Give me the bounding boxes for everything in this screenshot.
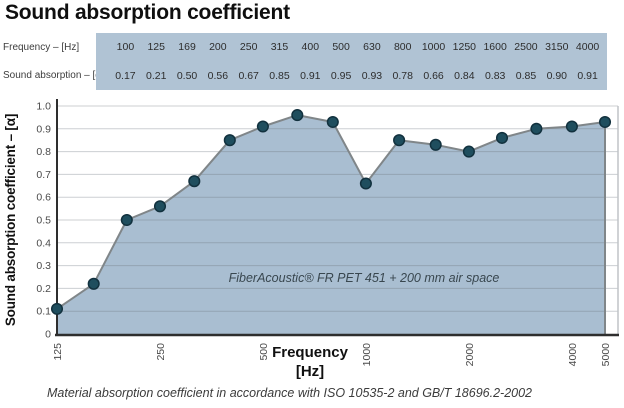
absorption-value-cell: 0.84: [454, 69, 475, 82]
frequency-value-cell: 500: [332, 41, 350, 53]
data-point: [50, 302, 64, 315]
absorption-value-cell: 0.95: [330, 69, 352, 82]
y-tick-label: 0.2: [36, 283, 51, 295]
frequency-value-cell: 1600: [483, 41, 507, 53]
data-point: [359, 177, 372, 190]
data-point: [462, 145, 475, 158]
frequency-value-cell: 4000: [575, 41, 600, 53]
frequency-value-cell: 250: [239, 41, 258, 53]
frequency-value-cell: 315: [270, 41, 289, 53]
frequency-value-cell: 169: [178, 41, 196, 53]
x-tick-label: 250: [155, 343, 167, 361]
table-row-absorption: Sound absorption – [α] 0.17 0.21 0.50 0.56 0…: [0, 61, 607, 90]
x-tick-label: 5000: [600, 343, 612, 367]
absorption-value-cell: 0.66: [423, 69, 444, 82]
frequency-value-cell: 2500: [514, 41, 538, 53]
y-tick-label: 0.8: [36, 146, 51, 158]
data-point: [326, 115, 339, 129]
x-tick-label: 500: [258, 343, 270, 361]
frequency-value-cell: 800: [393, 41, 412, 53]
data-point: [223, 134, 236, 147]
y-tick-label: 0.9: [36, 123, 51, 135]
data-point: [291, 109, 304, 122]
table-row-frequency: Frequency – [Hz] 100 125 169 200 250 315 400 50…: [0, 33, 607, 61]
frequency-value-cell: 1000: [421, 41, 446, 53]
frequency-value-cell: 200: [209, 41, 227, 53]
x-axis-title-line2: [Hz]: [296, 363, 324, 380]
frequency-value-cell: 630: [363, 41, 381, 53]
y-tick-label: 0.5: [36, 215, 51, 227]
y-axis-title: Sound absorption coefficient – [α]: [3, 114, 18, 326]
y-tick-label: 0.7: [36, 169, 51, 181]
absorption-value-cell: 0.85: [515, 69, 537, 82]
area-fill: [57, 115, 605, 334]
page-title: Sound absorption coefficient: [5, 1, 290, 24]
frequency-value-cell: 1250: [452, 41, 477, 53]
data-point: [495, 131, 509, 144]
data-point: [565, 120, 578, 133]
data-point: [87, 277, 100, 290]
absorption-value-cell: 0.91: [577, 69, 598, 82]
x-axis-title-line1: Frequency: [272, 344, 349, 361]
y-tick-label: 0.3: [36, 260, 51, 272]
y-tick-label: 0: [45, 329, 51, 341]
absorption-value-cell: 0.78: [392, 69, 413, 82]
series-annotation: FiberAcoustic® FR PET 451 + 200 mm air s…: [229, 271, 500, 285]
table-row-frequency-values: 100 125 169 200 250 315 400 500 630 800 1000 1250 16…: [96, 33, 607, 61]
data-point: [153, 200, 167, 213]
y-tick-label: 0.6: [36, 192, 51, 204]
y-tick-label: 0.1: [36, 306, 51, 318]
absorption-value-cell: 0.50: [176, 69, 198, 82]
table-row-absorption-values: 0.17 0.21 0.50 0.56 0.67 0.85 0.91 0.95 0.93 0.78…: [96, 61, 607, 90]
caption: Material absorption coefficient in accor…: [47, 386, 533, 400]
frequency-value-cell: 125: [147, 41, 165, 53]
absorption-data-table: Frequency – [Hz] 100 125 169 200 250 315 400 50…: [0, 33, 607, 90]
absorption-value-cell: 0.17: [115, 69, 136, 82]
x-tick-label: 2000: [464, 343, 476, 367]
absorption-value-cell: 0.91: [300, 69, 321, 82]
data-point: [188, 175, 201, 188]
frequency-value-cell: 100: [116, 41, 135, 53]
data-point: [256, 120, 269, 133]
absorption-value-cell: 0.90: [546, 69, 567, 82]
data-point: [429, 138, 442, 151]
absorption-value-cell: 0.85: [269, 69, 290, 82]
data-point: [598, 115, 612, 129]
x-tick-label: 125: [52, 343, 64, 361]
y-tick-label: 0.4: [36, 237, 51, 249]
absorption-value-cell: 0.56: [207, 69, 229, 82]
y-tick-label: 1.0: [36, 101, 51, 113]
table-row-label-absorption: Sound absorption – [α]: [0, 61, 104, 90]
absorption-value-cell: 0.93: [361, 69, 383, 82]
frequency-value-cell: 3150: [545, 41, 569, 53]
x-tick-label: 4000: [567, 343, 579, 367]
data-point: [120, 213, 133, 227]
frequency-value-cell: 400: [301, 41, 320, 53]
data-point: [393, 134, 406, 147]
x-tick-label: 1000: [361, 343, 373, 367]
absorption-value-cell: 0.83: [484, 69, 506, 82]
data-point: [530, 122, 543, 135]
absorption-value-cell: 0.21: [146, 69, 167, 82]
table-row-label-frequency: Frequency – [Hz]: [0, 33, 96, 61]
absorption-value-cell: 0.67: [238, 69, 259, 82]
